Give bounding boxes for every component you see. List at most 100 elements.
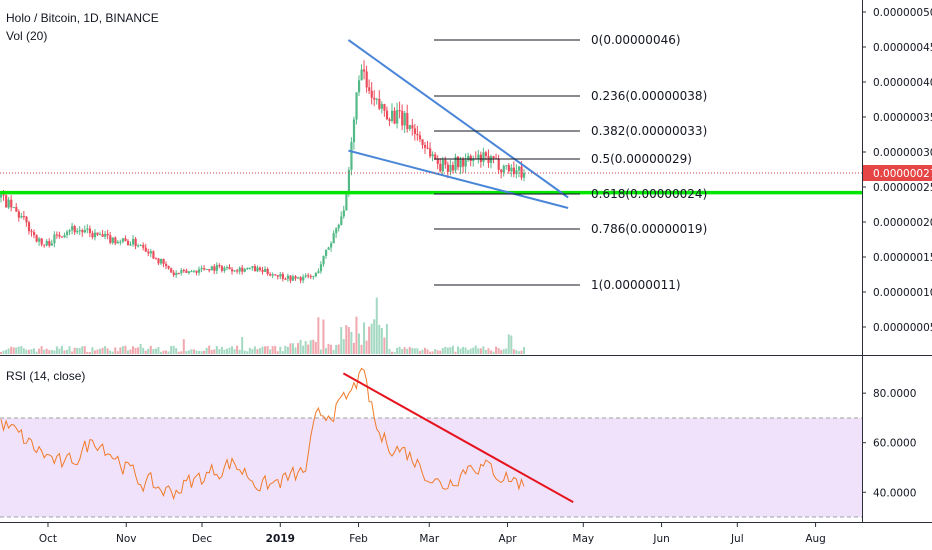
volume-bar bbox=[363, 322, 366, 354]
candle-body bbox=[378, 98, 381, 109]
volume-bar bbox=[236, 345, 239, 354]
volume-bar bbox=[111, 351, 114, 354]
candle-body bbox=[154, 258, 158, 260]
candle-body bbox=[99, 234, 102, 236]
fib-level-label: 0(0.00000046) bbox=[591, 33, 681, 47]
candle-body bbox=[38, 238, 41, 242]
candle-body bbox=[383, 104, 386, 111]
candle-body bbox=[515, 170, 518, 175]
candle-body bbox=[408, 125, 411, 129]
volume-bar bbox=[58, 348, 61, 354]
volume-bar bbox=[261, 346, 264, 354]
candle-body bbox=[243, 269, 246, 272]
candle-body bbox=[317, 271, 320, 273]
volume-bar bbox=[187, 350, 190, 354]
candle-body bbox=[385, 110, 389, 120]
fib-level-label: 0.618(0.00000024) bbox=[591, 187, 707, 201]
candle-body bbox=[91, 232, 94, 238]
candle-body bbox=[25, 216, 28, 223]
candle-body bbox=[162, 258, 165, 264]
volume-bar bbox=[385, 324, 388, 354]
candle-body bbox=[205, 269, 208, 271]
volume-bar bbox=[35, 351, 38, 354]
candle-body bbox=[137, 245, 140, 247]
candle-body bbox=[340, 216, 343, 225]
rsi-tick-label: 80.0000 bbox=[873, 388, 916, 400]
candle-body bbox=[264, 268, 267, 272]
volume-bar bbox=[256, 349, 259, 354]
candle-body bbox=[5, 195, 8, 208]
candle-body bbox=[332, 233, 335, 244]
volume-bar bbox=[500, 350, 503, 354]
candle-body bbox=[129, 244, 132, 246]
volume-bar bbox=[43, 349, 46, 354]
candle-body bbox=[512, 167, 516, 175]
candle-body bbox=[66, 231, 69, 236]
volume-bar bbox=[182, 339, 185, 354]
volume-bar bbox=[281, 351, 284, 354]
candle-body bbox=[225, 267, 229, 269]
candle-body bbox=[413, 128, 417, 134]
candle-body bbox=[352, 119, 356, 143]
volume-bar bbox=[195, 350, 198, 354]
volume-bar bbox=[101, 347, 104, 354]
candle-body bbox=[520, 166, 523, 178]
volume-bar bbox=[231, 346, 234, 354]
volume-bar bbox=[398, 346, 401, 354]
candle-body bbox=[33, 232, 36, 236]
candle-body bbox=[187, 271, 191, 273]
candle-body bbox=[55, 234, 59, 236]
volume-bar bbox=[426, 349, 429, 354]
candle-body bbox=[167, 266, 170, 269]
volume-bar bbox=[147, 348, 150, 354]
candle-body bbox=[431, 154, 434, 157]
volume-bar bbox=[93, 350, 96, 354]
volume-bar bbox=[45, 348, 48, 354]
candle-body bbox=[324, 249, 328, 256]
volume-bar bbox=[76, 347, 79, 354]
rsi-trendline bbox=[342, 372, 574, 504]
candle-body bbox=[144, 247, 147, 252]
candle-body bbox=[101, 234, 104, 237]
volume-bar bbox=[86, 351, 89, 354]
candle-body bbox=[416, 133, 419, 136]
volume-bar bbox=[337, 344, 340, 354]
rsi-tick-label: 60.0000 bbox=[873, 438, 916, 450]
candle-body bbox=[327, 247, 330, 250]
volume-bar bbox=[276, 351, 279, 354]
volume-bar bbox=[454, 351, 457, 354]
candle-body bbox=[48, 240, 51, 246]
candle-body bbox=[177, 272, 180, 274]
volume-bar bbox=[355, 316, 358, 354]
candle-body bbox=[373, 97, 376, 100]
candle-body bbox=[426, 147, 429, 149]
candle-body bbox=[388, 119, 391, 121]
candle-body bbox=[96, 232, 99, 235]
candle-body bbox=[180, 270, 183, 274]
candle-body bbox=[429, 148, 432, 157]
candle-body bbox=[337, 224, 340, 229]
volume-bar bbox=[335, 344, 338, 354]
time-tick-label: May bbox=[572, 533, 594, 545]
candle-body bbox=[423, 144, 427, 148]
volume-bar bbox=[17, 346, 20, 354]
volume-bar bbox=[215, 345, 218, 354]
candle-body bbox=[411, 125, 414, 129]
volume-bar bbox=[368, 326, 371, 354]
candle-body bbox=[116, 241, 119, 244]
volume-bar bbox=[10, 346, 13, 354]
volume-bar bbox=[124, 345, 127, 354]
candle-body bbox=[88, 228, 92, 233]
candle-body bbox=[456, 156, 460, 168]
volume-bar bbox=[322, 319, 325, 354]
volume-bar bbox=[314, 341, 317, 354]
volume-bar bbox=[446, 347, 449, 354]
candle-body bbox=[258, 267, 262, 271]
volume-bar bbox=[507, 334, 510, 354]
volume-bar bbox=[170, 346, 173, 354]
candle-body bbox=[238, 267, 241, 272]
candle-body bbox=[22, 216, 26, 218]
volume-bar bbox=[347, 327, 350, 354]
volume-bar bbox=[137, 347, 140, 354]
